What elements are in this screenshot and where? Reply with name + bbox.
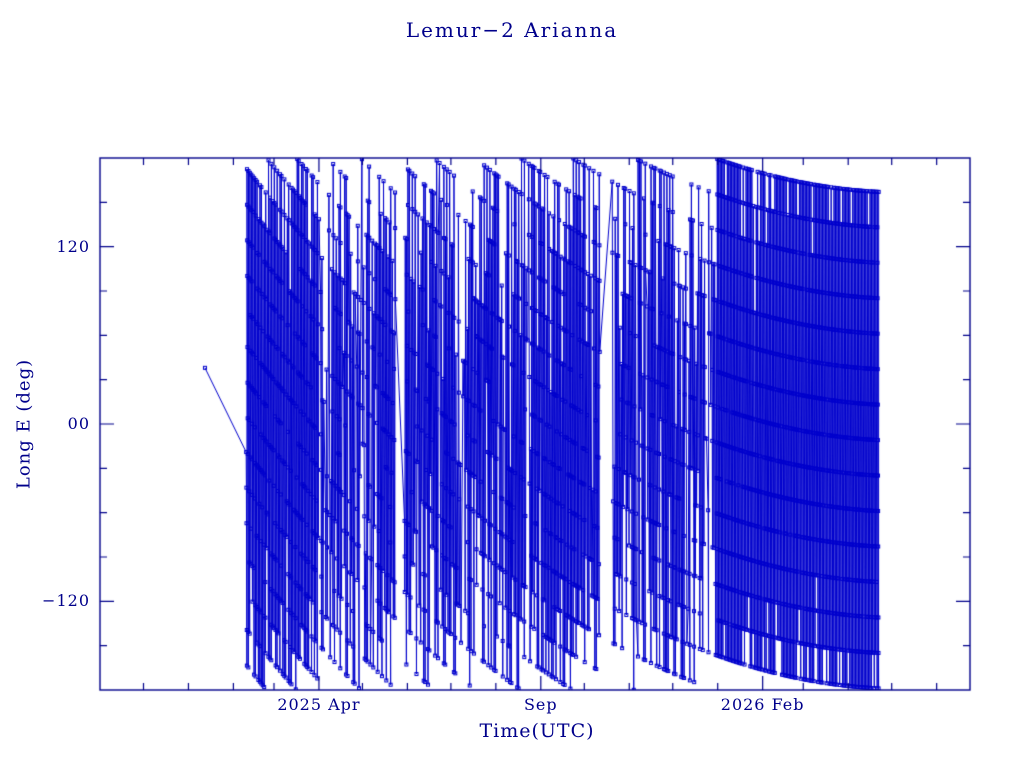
x-axis-label: Time(UTC) — [479, 720, 595, 742]
chart-title: Lemur−2 Arianna — [405, 18, 619, 42]
x-tick-label: 2025 Apr — [277, 695, 361, 714]
y-tick-label: 120 — [56, 236, 90, 256]
y-tick-label: −120 — [42, 591, 90, 611]
x-tick-label: Sep — [523, 695, 558, 714]
x-tick-label: 2026 Feb — [720, 695, 805, 714]
y-tick-label: 00 — [67, 414, 90, 433]
